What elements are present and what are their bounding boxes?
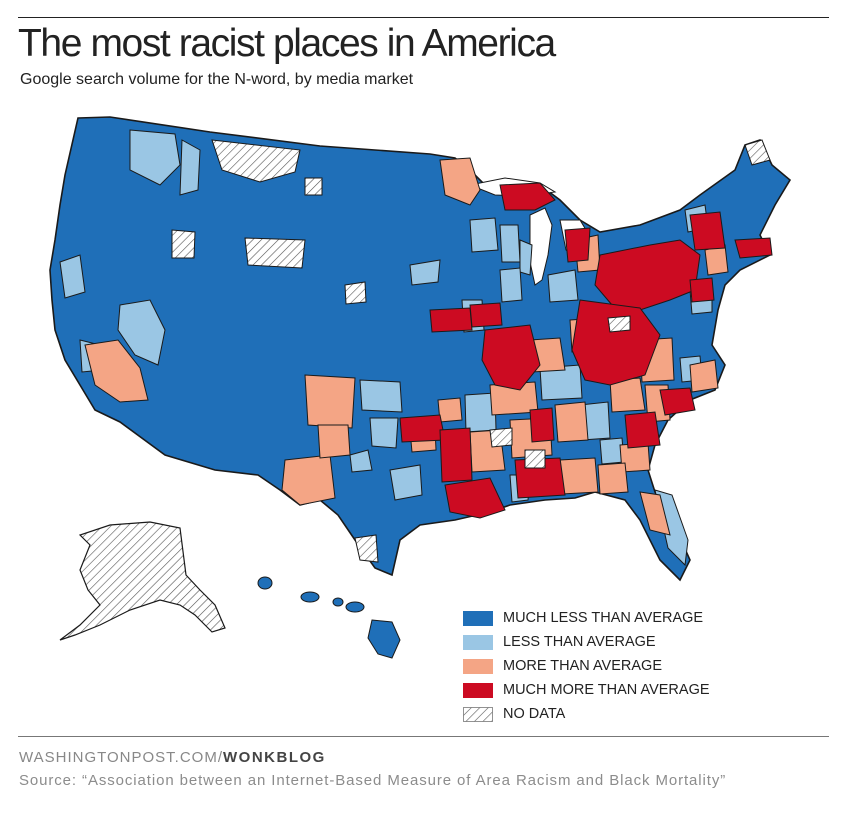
chart-title: The most racist places in America: [18, 22, 556, 65]
much-more-than-average-markets: [399, 182, 773, 519]
top-rule: [18, 17, 829, 18]
credit-site: WASHINGTONPOST.COM/: [19, 749, 224, 766]
legend-swatch-no-data: [463, 706, 493, 722]
legend-item-less: LESS THAN AVERAGE: [463, 630, 710, 654]
legend-label: MUCH MORE THAN AVERAGE: [503, 682, 710, 698]
legend-swatch-much-less: [463, 610, 493, 626]
bottom-rule: [18, 736, 829, 737]
chart-subtitle: Google search volume for the N-word, by …: [20, 71, 414, 88]
no-data-markets: [171, 139, 771, 563]
credit-line: WASHINGTONPOST.COM/WONKBLOG: [19, 749, 326, 766]
legend-item-no-data: NO DATA: [463, 702, 710, 726]
legend-item-much-less: MUCH LESS THAN AVERAGE: [463, 606, 710, 630]
source-line: Source: “Association between an Internet…: [19, 772, 727, 789]
legend-label: MUCH LESS THAN AVERAGE: [503, 610, 704, 626]
legend-label: MORE THAN AVERAGE: [503, 658, 662, 674]
legend-swatch-much-more: [463, 682, 493, 698]
alaska: [59, 521, 226, 641]
map-container: [0, 95, 844, 735]
legend-item-more: MORE THAN AVERAGE: [463, 654, 710, 678]
legend-item-much-more: MUCH MORE THAN AVERAGE: [463, 678, 710, 702]
map-legend: MUCH LESS THAN AVERAGE LESS THAN AVERAGE…: [463, 606, 710, 726]
hawaii: [257, 576, 401, 659]
legend-label: LESS THAN AVERAGE: [503, 634, 656, 650]
legend-swatch-more: [463, 658, 493, 674]
legend-label: NO DATA: [503, 706, 566, 722]
us-media-market-map: [49, 116, 792, 659]
credit-blog: WONKBLOG: [223, 749, 326, 766]
legend-swatch-less: [463, 634, 493, 650]
